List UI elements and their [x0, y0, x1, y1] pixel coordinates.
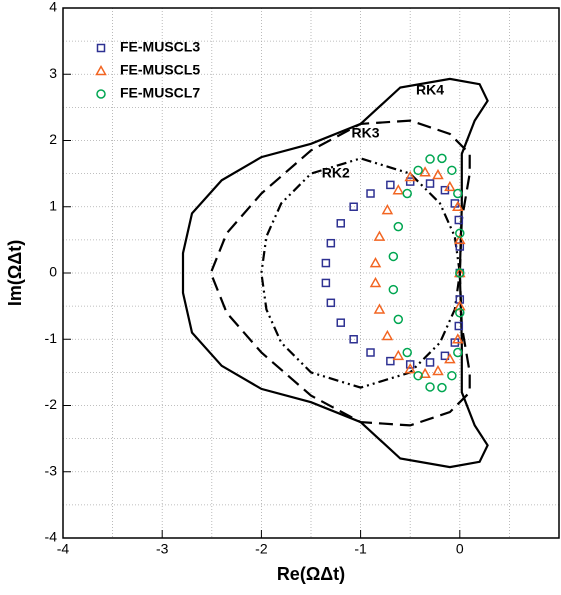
- legend-label: FE-MUSCL5: [120, 62, 200, 78]
- marker: [392, 184, 405, 195]
- curve-label: RK2: [322, 164, 350, 180]
- marker: [454, 321, 464, 331]
- y-tick-label: 0: [49, 264, 57, 280]
- x-tick-label: -2: [255, 541, 268, 557]
- marker: [432, 168, 444, 180]
- marker: [453, 347, 463, 358]
- marker: [393, 221, 404, 232]
- marker: [388, 284, 399, 295]
- x-tick-label: -3: [156, 541, 169, 557]
- marker: [444, 353, 456, 364]
- marker: [425, 154, 435, 164]
- marker: [455, 308, 465, 318]
- legend-label: FE-MUSCL3: [120, 39, 200, 55]
- series: [369, 166, 466, 378]
- marker: [366, 189, 375, 198]
- marker: [326, 238, 336, 248]
- marker: [452, 333, 464, 344]
- marker: [386, 180, 395, 190]
- marker: [413, 370, 423, 381]
- y-tick-label: -4: [45, 529, 58, 545]
- marker: [366, 348, 375, 357]
- marker: [402, 347, 412, 358]
- y-tick-label: 2: [49, 131, 57, 147]
- legend-marker: [96, 43, 106, 53]
- marker: [321, 258, 331, 268]
- legend-marker: [96, 89, 106, 99]
- marker: [447, 165, 457, 176]
- marker: [452, 200, 464, 211]
- marker: [405, 360, 415, 369]
- legend-label: FE-MUSCL7: [120, 85, 200, 101]
- marker: [386, 356, 395, 366]
- marker: [336, 219, 346, 228]
- x-tick-label: 0: [456, 541, 464, 557]
- marker: [336, 318, 346, 327]
- marker: [413, 165, 423, 176]
- marker: [437, 153, 447, 164]
- marker: [425, 382, 435, 392]
- stability-curve: [260, 157, 461, 389]
- marker: [453, 188, 463, 199]
- marker: [447, 370, 457, 381]
- marker: [432, 365, 444, 376]
- marker: [388, 251, 399, 262]
- marker: [373, 303, 386, 314]
- x-axis-label: Re(ΩΔt): [277, 564, 345, 584]
- y-tick-label: 4: [49, 0, 57, 15]
- marker: [425, 358, 435, 367]
- marker: [455, 228, 465, 238]
- curve-label: RK4: [416, 82, 444, 98]
- marker: [454, 300, 466, 311]
- marker: [402, 188, 412, 199]
- series: [388, 153, 465, 393]
- marker: [393, 314, 404, 325]
- marker: [381, 204, 394, 215]
- marker: [454, 233, 466, 245]
- y-tick-label: 3: [49, 65, 57, 81]
- marker: [455, 268, 465, 278]
- marker: [405, 177, 415, 186]
- marker: [419, 166, 431, 177]
- marker: [392, 349, 405, 361]
- marker: [437, 382, 447, 393]
- marker: [373, 230, 386, 241]
- marker: [369, 257, 382, 268]
- marker: [404, 363, 416, 374]
- y-tick-label: -2: [45, 396, 58, 412]
- stability-curve: [209, 119, 471, 427]
- y-tick-label: -1: [45, 330, 58, 346]
- x-tick-label: -4: [57, 541, 70, 557]
- marker: [369, 276, 382, 288]
- y-tick-label: -3: [45, 462, 58, 478]
- marker: [326, 298, 336, 308]
- marker: [404, 170, 416, 182]
- plot-frame: [62, 7, 560, 539]
- marker: [425, 179, 435, 188]
- marker: [349, 335, 358, 344]
- marker: [419, 367, 431, 378]
- marker: [454, 215, 464, 225]
- legend-marker: [95, 64, 107, 76]
- marker: [381, 329, 394, 341]
- marker: [321, 278, 331, 288]
- y-axis-label: Im(ΩΔt): [5, 240, 25, 306]
- curve-label: RK3: [352, 125, 380, 141]
- x-tick-label: -1: [354, 541, 367, 557]
- marker: [444, 180, 456, 192]
- stability-curve: [181, 77, 489, 469]
- y-tick-label: 1: [49, 197, 57, 213]
- marker: [349, 202, 358, 211]
